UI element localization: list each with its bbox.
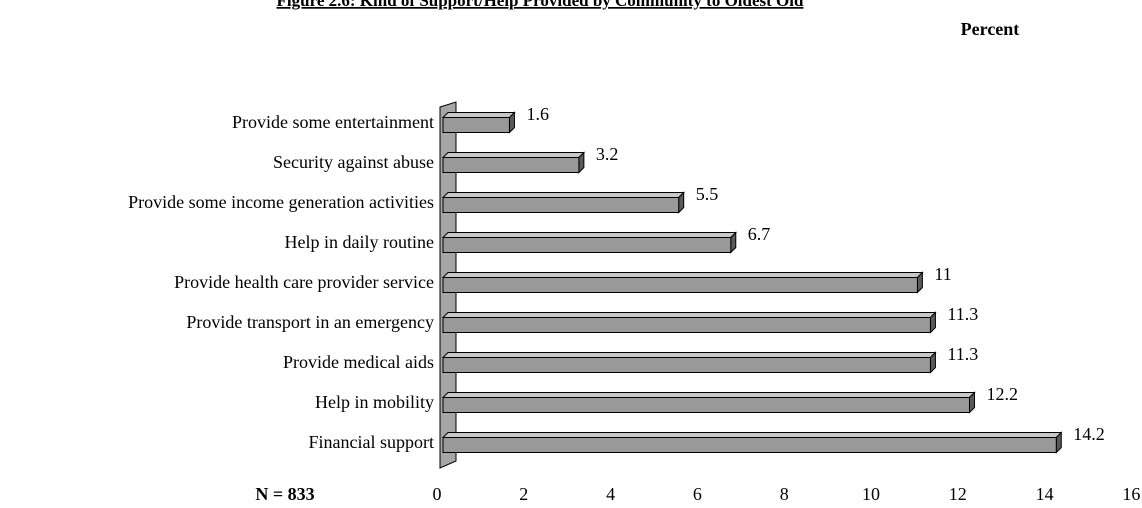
x-tick-label: 16 [1122,484,1140,504]
x-tick-label: 14 [1036,484,1054,504]
bar [442,117,510,133]
category-label: Financial support [309,432,434,452]
bar [442,197,680,213]
bar [442,157,580,173]
bar [442,437,1057,453]
bar [442,317,931,333]
bar [442,397,970,413]
bar-top-face [441,192,685,198]
value-label: 11 [934,264,951,284]
bar [442,237,732,253]
value-label: 11.3 [947,304,978,324]
bar-top-face [441,392,976,398]
bar-top-face [441,112,516,118]
bar-top-face [441,232,737,238]
bar-top-face [441,152,586,158]
bar-top-face [441,312,937,318]
category-label: Provide some entertainment [232,112,434,132]
bar-top-face [441,352,937,358]
category-label: Provide transport in an emergency [186,312,434,332]
unit-label: Percent [961,19,1020,39]
bar-top-face [441,272,924,278]
value-label: 14.2 [1073,424,1105,444]
sample-note: N = 833 [255,484,314,504]
x-tick-label: 4 [606,484,615,504]
value-label: 6.7 [748,224,771,244]
bar [442,357,931,373]
bar-top-face [441,432,1063,438]
category-label: Provide health care provider service [174,272,434,292]
value-label: 3.2 [596,144,619,164]
x-tick-label: 0 [433,484,442,504]
x-tick-label: 2 [519,484,528,504]
plot-area: Provide some entertainment 1.6 Security ag… [128,101,1140,504]
chart-title: Figure 2.6: Kind of Support/Help Provide… [277,0,804,10]
category-label: Provide medical aids [283,352,434,372]
bar [442,277,918,293]
category-label: Security against abuse [273,152,434,172]
value-label: 12.2 [986,384,1018,404]
x-tick-label: 12 [949,484,967,504]
x-tick-label: 6 [693,484,702,504]
x-tick-label: 8 [780,484,789,504]
value-label: 5.5 [696,184,719,204]
category-label: Help in mobility [315,392,434,412]
value-label: 11.3 [947,344,978,364]
x-tick-label: 10 [862,484,880,504]
category-label: Help in daily routine [285,232,434,252]
value-label: 1.6 [526,104,549,124]
category-label: Provide some income generation activitie… [128,192,434,212]
